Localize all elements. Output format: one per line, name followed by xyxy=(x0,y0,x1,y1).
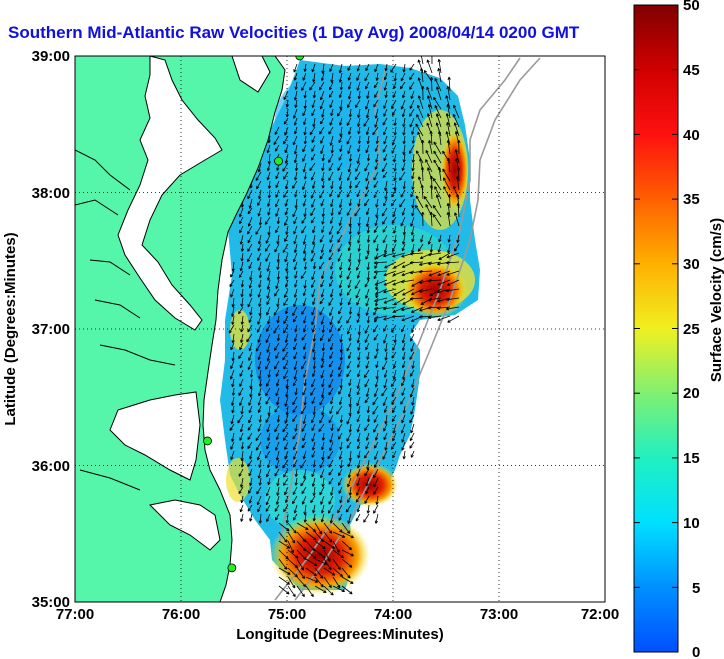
map-title: Southern Mid-Atlantic Raw Velocities (1 … xyxy=(8,23,580,42)
x-tick-label: 76:00 xyxy=(162,606,200,623)
plot-frame xyxy=(74,55,606,603)
colorbar-gradient xyxy=(633,4,679,653)
y-tick-label: 39:00 xyxy=(32,48,70,65)
station-dot xyxy=(227,563,237,573)
x-tick-label: 73:00 xyxy=(480,606,518,623)
y-axis: 39:00 38:00 37:00 36:00 35:00 Latitude (… xyxy=(2,48,70,611)
colorbar: 50 45 40 35 30 25 20 15 10 5 0 Surface V… xyxy=(633,0,724,659)
radar-stations xyxy=(203,56,305,573)
station-dot xyxy=(274,156,283,166)
colorbar-tick-label: 15 xyxy=(683,450,700,467)
colorbar-tick-label: 5 xyxy=(692,580,700,597)
colorbar-tick-label: 35 xyxy=(683,191,700,208)
y-tick-label: 38:00 xyxy=(32,185,70,202)
colorbar-tick-label: 50 xyxy=(683,0,700,14)
bays xyxy=(109,56,271,551)
y-tick-label: 37:00 xyxy=(32,321,70,338)
velocity-arrows xyxy=(228,56,461,598)
y-tick-label: 35:00 xyxy=(32,594,70,611)
station-dot xyxy=(203,436,212,446)
grid-lines xyxy=(75,56,605,602)
y-tick-label: 36:00 xyxy=(32,458,70,475)
colorbar-tick-label: 45 xyxy=(683,62,700,79)
x-tick-label: 74:00 xyxy=(374,606,412,623)
colorbar-tick-label: 0 xyxy=(692,644,700,659)
x-tick-label: 72:00 xyxy=(581,606,619,623)
colorbar-tick-label: 20 xyxy=(683,385,700,402)
colorbar-tick-label: 30 xyxy=(683,256,700,273)
colorbar-label: Surface Velocity (cm/s) xyxy=(708,218,724,382)
y-axis-label: Latitude (Degrees:Minutes) xyxy=(2,232,19,425)
station-dot xyxy=(295,56,305,61)
colorbar-tick-label: 10 xyxy=(683,515,700,532)
x-tick-label: 75:00 xyxy=(268,606,306,623)
colorbar-tick-label: 40 xyxy=(683,127,700,144)
x-tick-label: 77:00 xyxy=(56,606,94,623)
x-axis-label: Longitude (Degrees:Minutes) xyxy=(236,626,444,643)
colorbar-tick-label: 25 xyxy=(683,321,700,338)
x-axis: 77:00 76:00 75:00 74:00 73:00 72:00 Long… xyxy=(56,606,619,643)
